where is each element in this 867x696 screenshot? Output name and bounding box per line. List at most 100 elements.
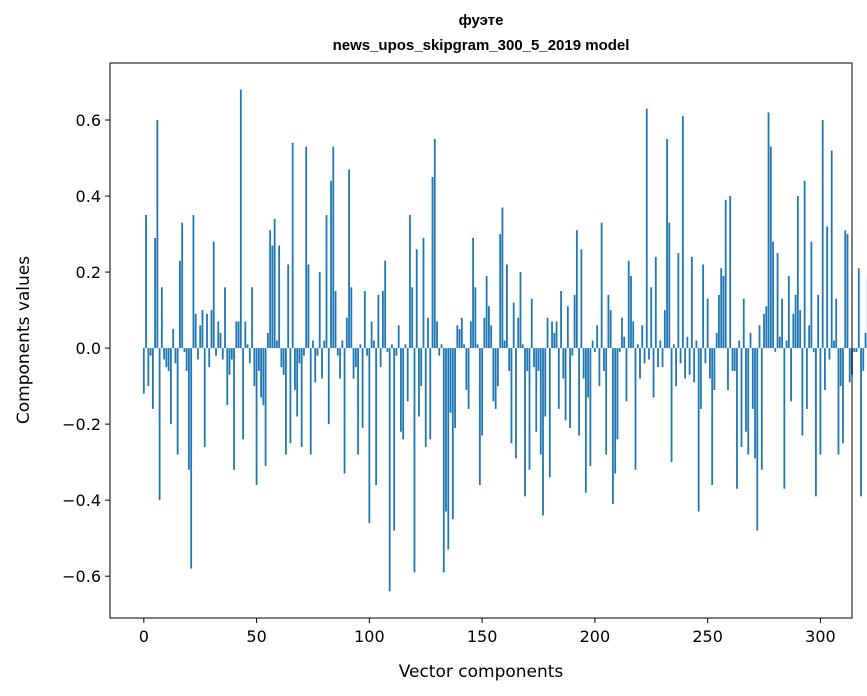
- bars-group: [142, 89, 867, 592]
- bar-287: [790, 348, 792, 402]
- bar-172: [530, 298, 533, 349]
- bar-173: [533, 348, 535, 368]
- bar-57: [271, 245, 274, 349]
- bar-302: [824, 348, 826, 390]
- bar-19: [185, 348, 188, 371]
- bar-24: [197, 348, 199, 360]
- bar-17: [181, 222, 184, 349]
- bar-211: [618, 348, 621, 352]
- bar-308: [837, 348, 840, 455]
- bar-128: [431, 177, 434, 349]
- x-tick-label-4: 200: [580, 627, 611, 646]
- bar-106: [381, 291, 384, 349]
- bar-61: [280, 348, 283, 368]
- bar-294: [805, 348, 808, 409]
- bar-260: [729, 196, 732, 349]
- bar-133: [442, 348, 445, 573]
- bar-230: [661, 348, 664, 368]
- bar-283: [781, 298, 783, 349]
- bar-84: [332, 146, 335, 349]
- bar-13: [172, 329, 175, 349]
- bar-182: [553, 332, 556, 349]
- bar-104: [377, 294, 380, 349]
- bar-31: [212, 241, 215, 349]
- bar-289: [794, 294, 797, 349]
- bar-52: [260, 348, 262, 398]
- bar-196: [584, 348, 587, 493]
- bar-257: [722, 275, 725, 349]
- bar-67: [294, 348, 296, 390]
- bar-111: [393, 348, 396, 531]
- bar-12: [169, 348, 172, 425]
- bar-305: [830, 150, 833, 349]
- bar-151: [483, 317, 486, 349]
- chart-title: фуэте news_upos_skipgram_300_5_2019 mode…: [333, 12, 630, 54]
- bar-187: [564, 348, 567, 421]
- bar-109: [388, 348, 391, 592]
- bar-252: [711, 348, 714, 485]
- bar-292: [801, 348, 804, 436]
- bar-54: [264, 348, 267, 466]
- bar-191: [573, 294, 576, 349]
- bar-175: [537, 348, 540, 371]
- bar-140: [458, 329, 461, 349]
- bar-96: [359, 344, 362, 349]
- bar-125: [424, 348, 427, 447]
- bar-235: [672, 344, 675, 349]
- bar-264: [738, 340, 741, 349]
- bar-284: [783, 348, 786, 489]
- bar-253: [713, 348, 716, 390]
- bar-0: [142, 348, 145, 394]
- bar-145: [469, 321, 472, 349]
- bar-29: [208, 348, 211, 368]
- bar-144: [467, 348, 470, 409]
- bar-299: [817, 294, 820, 349]
- bar-248: [702, 264, 705, 349]
- bar-135: [447, 348, 450, 550]
- bar-204: [603, 348, 605, 371]
- bar-199: [591, 340, 594, 349]
- x-tick-label-6: 300: [805, 627, 836, 646]
- bar-15: [176, 348, 179, 455]
- bar-161: [506, 264, 508, 349]
- bar-129: [433, 139, 436, 349]
- bar-205: [605, 348, 608, 455]
- bar-53: [262, 348, 265, 406]
- bar-281: [776, 253, 779, 349]
- bar-66: [291, 142, 294, 349]
- bar-28: [206, 313, 208, 349]
- bar-231: [663, 310, 666, 349]
- bar-154: [490, 325, 493, 349]
- bar-228: [657, 348, 659, 368]
- bar-51: [257, 348, 260, 371]
- bar-307: [835, 298, 838, 349]
- y-tick-label-6: 0.6: [76, 111, 101, 130]
- bar-295: [808, 325, 811, 349]
- bar-141: [460, 317, 463, 349]
- bar-59: [275, 340, 278, 349]
- bar-98: [363, 291, 366, 349]
- bar-71: [303, 348, 305, 356]
- bar-115: [402, 348, 405, 440]
- bar-219: [636, 344, 639, 349]
- bar-77: [316, 348, 319, 356]
- bar-92: [350, 287, 353, 349]
- bar-136: [449, 348, 452, 413]
- bar-86: [336, 348, 339, 356]
- chart-title-line-2: news_upos_skipgram_300_5_2019 model: [333, 37, 630, 54]
- bar-227: [654, 256, 657, 349]
- bar-89: [343, 348, 346, 474]
- bar-223: [645, 108, 648, 349]
- bar-80: [323, 340, 326, 349]
- y-tick-label-3: 0.0: [76, 339, 101, 358]
- bar-312: [846, 234, 849, 349]
- bar-241: [686, 336, 689, 349]
- bar-255: [718, 294, 720, 349]
- bar-198: [589, 348, 592, 466]
- bar-76: [314, 348, 317, 383]
- bar-269: [749, 332, 752, 349]
- bar-320: [864, 332, 867, 349]
- bar-222: [643, 348, 646, 364]
- bar-46: [246, 344, 249, 349]
